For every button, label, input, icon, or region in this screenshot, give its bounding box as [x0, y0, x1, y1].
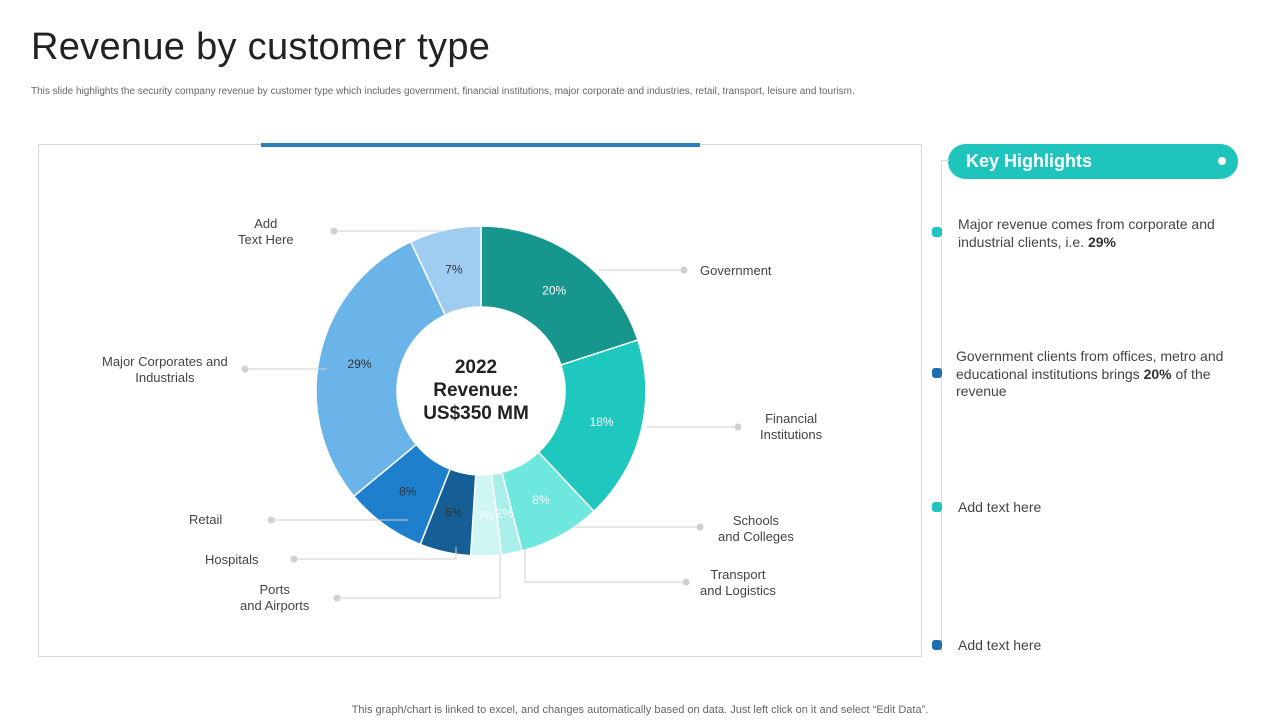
timeline-corner — [941, 160, 949, 161]
highlight-item: Add text here — [958, 637, 1042, 653]
leader-line — [337, 554, 501, 599]
slice-value-label: 3% — [476, 508, 494, 522]
category-label-major-corporates: Major Corporates and Industrials — [102, 354, 228, 385]
page-title: Revenue by customer type — [31, 26, 491, 68]
bullet-marker-icon — [932, 227, 942, 237]
highlight-item: Government clients from offices, metro a… — [956, 348, 1224, 399]
leader-dot — [734, 423, 742, 431]
center-amount: US$350 MM — [423, 403, 529, 424]
donut-slice[interactable] — [315, 240, 447, 498]
slice-value-label: 18% — [590, 415, 614, 429]
header-dot-icon — [1218, 157, 1226, 165]
donut-slice[interactable] — [480, 225, 639, 366]
slice-value-label: 29% — [347, 357, 371, 371]
slice-value-label: 2% — [496, 506, 514, 520]
bullet-marker-icon — [932, 502, 942, 512]
leader-line — [524, 549, 686, 583]
leader-line — [294, 547, 457, 560]
footer-note: This graph/chart is linked to excel, and… — [351, 704, 929, 716]
slice-value-label: 7% — [445, 262, 463, 276]
highlight-item: Add text here — [958, 499, 1042, 515]
donut-center-label: 2022 Revenue: US$350 MM — [396, 356, 556, 425]
donut-chart[interactable]: 20% 18% 8% 2%3% 5% 8% 29% 7% — [38, 144, 922, 657]
slice-value-label: 5% — [445, 506, 463, 520]
leader-dot — [290, 555, 298, 563]
leader-dot — [680, 266, 688, 274]
key-highlights-header: Key Highlights — [948, 144, 1238, 179]
donut-slice[interactable] — [537, 339, 647, 513]
category-label-government: Government — [700, 263, 772, 278]
chart-accent-bar — [261, 143, 700, 147]
category-label-schools: Schools and Colleges — [718, 513, 794, 544]
key-highlights-title: Key Highlights — [966, 151, 1093, 171]
category-label-transport: Transport and Logistics — [700, 567, 776, 598]
timeline-line — [941, 160, 942, 653]
slice-value-label: 8% — [532, 493, 550, 507]
leader-dot — [330, 227, 338, 235]
leader-dot — [333, 594, 341, 602]
leader-dot — [696, 523, 704, 531]
slice-value-label: 8% — [399, 485, 417, 499]
leader-dot — [241, 365, 249, 373]
leader-dot — [267, 516, 275, 524]
bullet-marker-icon — [932, 368, 942, 378]
slice-value-label: 20% — [542, 283, 566, 297]
page-subtitle: This slide highlights the security compa… — [31, 86, 855, 97]
leader-dot — [682, 578, 690, 586]
category-label-retail: Retail — [189, 512, 223, 527]
center-caption: Revenue: — [433, 380, 519, 401]
center-year: 2022 — [454, 357, 498, 378]
category-label-ports: Ports and Airports — [240, 582, 310, 613]
category-label-add-text: Add Text Here — [238, 216, 294, 247]
highlight-item: Major revenue comes from corporate and i… — [958, 216, 1215, 250]
category-label-financial-institutions: Financial Institutions — [760, 411, 823, 442]
donut-slice[interactable] — [409, 225, 482, 316]
bullet-marker-icon — [932, 640, 942, 650]
category-label-hospitals: Hospitals — [205, 552, 259, 567]
